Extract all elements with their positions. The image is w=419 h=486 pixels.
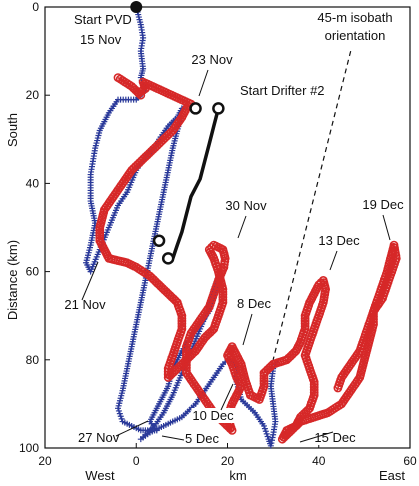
- data-marks: [83, 1, 401, 449]
- annotation-label: 27 Nov: [78, 430, 120, 445]
- drifter-marker: [161, 252, 175, 265]
- data-point: [225, 424, 235, 433]
- y-tick-label: 0: [32, 0, 39, 14]
- y-tick-label: 60: [26, 265, 40, 279]
- data-point: [261, 425, 268, 432]
- annotation-leaders: [81, 69, 391, 443]
- x-axis-ticks: 20 0 20 40 60: [38, 443, 417, 468]
- drifter-marker: [152, 234, 166, 247]
- annotation-bg: [73, 12, 133, 27]
- annotation-bg: [361, 197, 406, 212]
- y-axis-label: Distance (km): [5, 240, 20, 320]
- annotation-label: 21 Nov: [64, 297, 106, 312]
- data-point: [115, 405, 121, 412]
- annotation-bg: [316, 10, 394, 25]
- annotation-bg: [224, 198, 269, 213]
- data-point: [204, 245, 214, 254]
- y-tick-label: 20: [26, 88, 40, 102]
- annotation-bg: [236, 296, 273, 311]
- x-axis-label: km: [229, 468, 246, 483]
- isobath-dashed-line: [272, 50, 352, 360]
- plot-frame: [44, 6, 411, 449]
- data-point: [136, 90, 146, 100]
- x-tick-label: 20: [38, 454, 52, 468]
- data-point: [309, 387, 319, 397]
- annotation-label: Start PVD: [74, 12, 132, 27]
- data-point: [171, 296, 180, 306]
- series-1: [95, 73, 401, 444]
- data-point: [333, 383, 343, 393]
- plot-area: [44, 6, 411, 449]
- y-tick-label: 40: [26, 176, 40, 190]
- x-tick-label: 40: [312, 454, 326, 468]
- annotation-label: orientation: [325, 28, 386, 43]
- data-point: [262, 428, 269, 435]
- y-tick-label: 80: [26, 353, 40, 367]
- data-point: [117, 413, 124, 420]
- drifter-marker: [189, 102, 202, 115]
- data-point: [115, 407, 122, 414]
- x-tick-label: 0: [133, 454, 140, 468]
- start-point: [130, 1, 143, 13]
- data-point: [264, 433, 271, 440]
- x-tick-label: 20: [221, 454, 235, 468]
- data-point: [118, 415, 125, 422]
- data-point: [177, 321, 187, 331]
- annotation-bg: [313, 430, 358, 445]
- data-point: [116, 410, 123, 417]
- data-point: [207, 326, 217, 336]
- y-tick-label: 100: [19, 441, 39, 455]
- y-axis-ticks: 0 20 40 60 80 100: [19, 0, 50, 455]
- annotation-bg: [323, 28, 387, 43]
- leader-line: [81, 261, 99, 301]
- annotation-bg: [190, 52, 235, 67]
- annotation-bg: [77, 430, 121, 445]
- data-point: [95, 225, 105, 235]
- annotation-label: Start Drifter #2: [240, 83, 325, 98]
- annotation-label: 19 Dec: [362, 197, 404, 212]
- leader-line: [329, 250, 338, 271]
- leader-line: [161, 435, 185, 441]
- annotation-label: 15 Dec: [314, 430, 356, 445]
- x-tick-label: 60: [403, 454, 417, 468]
- annotation-bg: [184, 431, 221, 446]
- drifter-marker: [212, 102, 225, 115]
- annotation-label: 45-m isobath: [317, 10, 392, 25]
- x-axis-label-right: East: [379, 468, 405, 483]
- annotation-label: 13 Dec: [318, 233, 360, 248]
- annotations: Start PVD 15 Nov 23 Nov Start Drifter #2 45-…: [63, 10, 406, 446]
- leader-line: [299, 431, 334, 443]
- leader-line: [220, 383, 234, 411]
- x-axis-label-left: West: [85, 468, 115, 483]
- annotation-bg: [63, 297, 108, 312]
- y-axis-label-top: South: [5, 113, 20, 147]
- annotation-label: 15 Nov: [80, 32, 122, 47]
- annotation-bg: [191, 408, 236, 423]
- leader-line: [115, 420, 149, 437]
- leader-line: [242, 313, 253, 346]
- data-point: [259, 371, 269, 381]
- data-point: [177, 319, 187, 328]
- data-point: [181, 365, 191, 375]
- annotation-label: 23 Nov: [191, 52, 233, 67]
- annotation-bg: [239, 83, 326, 98]
- annotation-bg: [79, 32, 123, 47]
- drifter-track-line: [171, 107, 221, 259]
- annotation-bg: [317, 233, 362, 248]
- leader-line: [382, 214, 391, 241]
- annotation-label: 30 Nov: [225, 198, 267, 213]
- series-0: [83, 4, 280, 449]
- leader-line: [237, 215, 247, 239]
- annotation-label: 5 Dec: [185, 431, 219, 446]
- isobath-line: [272, 50, 352, 360]
- leader-line: [198, 69, 209, 97]
- data-point: [263, 430, 270, 437]
- data-point: [261, 422, 267, 429]
- annotation-label: 8 Dec: [237, 296, 271, 311]
- series-2: [171, 107, 221, 259]
- annotation-label: 10 Dec: [192, 408, 234, 423]
- data-point: [300, 313, 310, 323]
